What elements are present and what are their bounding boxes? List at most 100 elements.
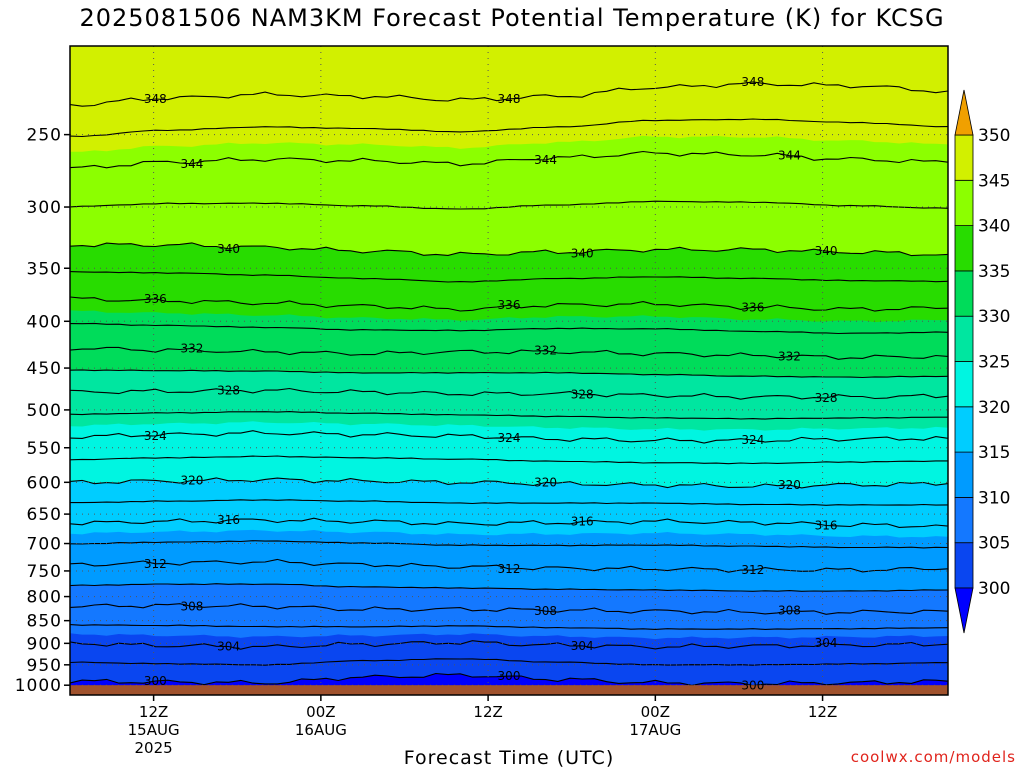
colorbar-label: 330 xyxy=(978,307,1010,327)
contour-line-332 xyxy=(70,346,948,360)
colorbar-box-325 xyxy=(954,315,974,362)
y-tick-label: 950 xyxy=(27,656,62,676)
contour-label-348: 348 xyxy=(498,92,521,106)
contour-line-336 xyxy=(70,296,948,312)
y-tick-label: 1000 xyxy=(15,676,62,696)
contour-label-340: 340 xyxy=(571,246,594,260)
colorbar-box-345 xyxy=(954,134,974,181)
contour-line-316 xyxy=(70,517,948,528)
contour-label-324: 324 xyxy=(144,429,167,443)
contour-line-310 xyxy=(70,583,948,592)
y-tick-label: 650 xyxy=(27,505,62,525)
contour-labels: 348 348 348 344 344 344 340 340 340 336 336 336 332 3… xyxy=(144,75,838,693)
x-tick-label: 16AUG xyxy=(295,721,347,739)
colorbar-label: 350 xyxy=(978,126,1010,146)
colorbar-label: 340 xyxy=(978,217,1010,237)
contour-line-314 xyxy=(70,540,948,549)
contour-label-344: 344 xyxy=(534,153,557,167)
chart-title: 2025081506 NAM3KM Forecast Potential Tem… xyxy=(79,4,945,32)
contour-label-304: 304 xyxy=(815,636,838,650)
y-tick-label: 700 xyxy=(27,535,62,555)
contour-label-328: 328 xyxy=(571,388,594,402)
band-304 xyxy=(70,640,948,695)
contour-label-304: 304 xyxy=(571,639,594,653)
colorbar-box-300 xyxy=(954,542,974,589)
contour-label-300: 300 xyxy=(144,674,167,688)
contour-line-344 xyxy=(70,150,948,169)
contour-label-332: 332 xyxy=(778,350,801,364)
contour-label-332: 332 xyxy=(180,341,203,355)
contour-label-344: 344 xyxy=(180,157,203,171)
y-tick-label: 550 xyxy=(27,439,62,459)
contour-line-334 xyxy=(70,322,948,335)
contour-label-328: 328 xyxy=(815,391,838,405)
contour-line-326 xyxy=(70,411,948,420)
colorbar-arrow-low xyxy=(954,587,974,634)
x-tick-label: 17AUG xyxy=(629,721,681,739)
contour-line-348 xyxy=(70,81,948,107)
colorbar: 300 305 310 315 320 325 330 335 340 345 350 xyxy=(954,89,1010,634)
contour-line-312 xyxy=(70,558,948,573)
colorbar-label: 315 xyxy=(978,443,1010,463)
contour-label-324: 324 xyxy=(741,433,764,447)
contour-label-308: 308 xyxy=(180,599,203,613)
contour-line-304 xyxy=(70,640,948,650)
contour-label-316: 316 xyxy=(571,514,594,528)
colorbar-label: 335 xyxy=(978,262,1010,282)
x-tick-label: 12Z xyxy=(473,703,502,721)
colorbar-box-315 xyxy=(954,406,974,453)
contour-label-320: 320 xyxy=(180,473,203,487)
colorbar-label: 345 xyxy=(978,171,1010,191)
contour-line-318 xyxy=(70,499,948,506)
colorbar-box-305 xyxy=(954,496,974,544)
colorbar-arrow-high xyxy=(954,89,974,136)
contour-label-340: 340 xyxy=(217,242,240,256)
y-tick-label: 450 xyxy=(27,359,62,379)
colorbar-label: 300 xyxy=(978,579,1010,599)
contour-label-336: 336 xyxy=(144,292,167,306)
contour-label-320: 320 xyxy=(534,475,557,489)
contour-lines xyxy=(70,81,948,687)
contour-label-312: 312 xyxy=(498,562,521,576)
contour-label-348: 348 xyxy=(741,75,764,89)
contour-label-300: 300 xyxy=(498,669,521,683)
x-tick-label: 12Z xyxy=(139,703,168,721)
x-tick-label: 00Z xyxy=(306,703,335,721)
y-tick-label: 600 xyxy=(27,473,62,493)
contour-line-300 xyxy=(70,672,948,687)
ground-fill xyxy=(70,685,948,695)
contour-label-336: 336 xyxy=(741,300,764,314)
contour-label-300: 300 xyxy=(741,678,764,692)
contour-label-308: 308 xyxy=(778,604,801,618)
colorbar-label: 305 xyxy=(978,534,1010,554)
contour-label-344: 344 xyxy=(778,149,801,163)
contour-label-316: 316 xyxy=(815,519,838,533)
contour-label-332: 332 xyxy=(534,344,557,358)
y-tick-label: 250 xyxy=(27,126,62,146)
x-axis-label: Forecast Time (UTC) xyxy=(404,747,614,768)
contour-line-322 xyxy=(70,455,948,465)
contour-line-306 xyxy=(70,624,948,630)
x-tick-label: 2025 xyxy=(135,739,173,757)
y-tick-label: 500 xyxy=(27,401,62,421)
y-tick-labels: 2503003504004505005506006507007508008509… xyxy=(15,126,70,696)
contour-label-336: 336 xyxy=(498,298,521,312)
y-tick-label: 800 xyxy=(27,588,62,608)
plot-frame xyxy=(69,45,949,696)
colorbar-box-340 xyxy=(954,179,974,227)
contour-label-348: 348 xyxy=(144,92,167,106)
contour-line-338 xyxy=(70,271,948,283)
contour-label-328: 328 xyxy=(217,384,240,398)
colorbar-box-330 xyxy=(954,270,974,317)
y-tick-label: 750 xyxy=(27,562,62,582)
colorbar-box-335 xyxy=(954,225,974,272)
colorbar-box-320 xyxy=(954,361,974,408)
contour-label-312: 312 xyxy=(741,563,764,577)
contour-label-320: 320 xyxy=(778,478,801,492)
x-tick-label: 00Z xyxy=(641,703,670,721)
colorbar-box-310 xyxy=(954,451,974,498)
y-tick-label: 350 xyxy=(27,259,62,279)
contour-label-316: 316 xyxy=(217,513,240,527)
